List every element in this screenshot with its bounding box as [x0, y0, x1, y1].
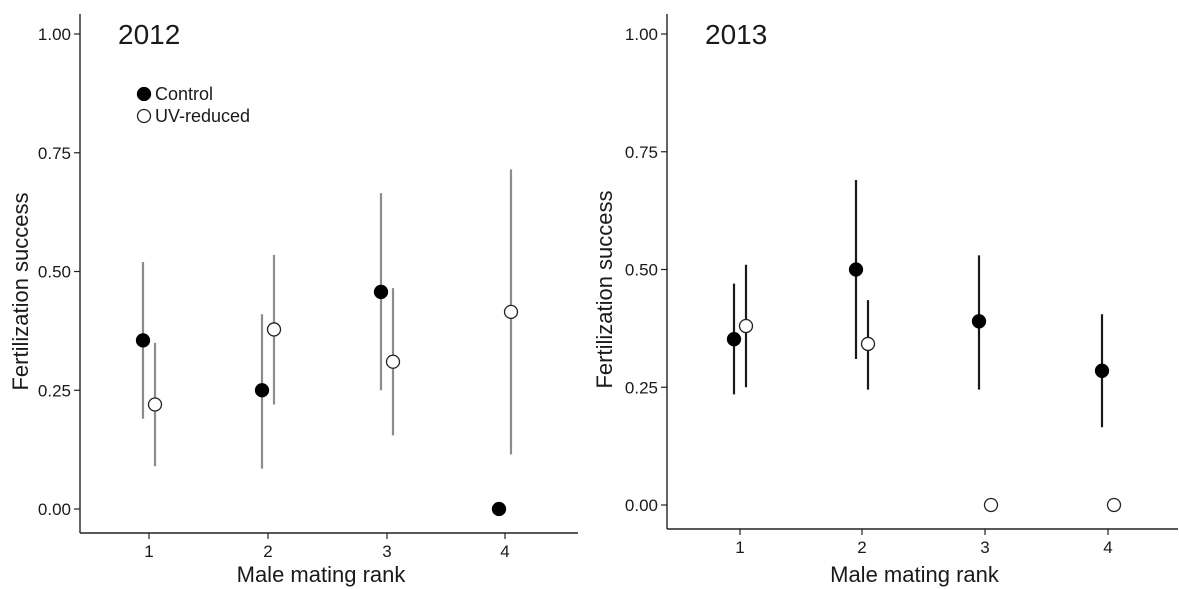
y-tick-label: 0.25 [625, 378, 658, 397]
y-tick-label: 0.50 [625, 261, 658, 280]
x-tick-label: 3 [382, 542, 391, 561]
control-point [254, 383, 270, 398]
legend-control-marker [136, 86, 152, 102]
legend-label: Control [155, 84, 213, 104]
control-point [848, 262, 864, 277]
panel-title: 2012 [118, 19, 180, 50]
panel-title: 2013 [705, 19, 767, 50]
x-tick-label: 2 [263, 542, 272, 561]
uv-reduced-point [983, 497, 999, 513]
control-point [726, 332, 742, 347]
x-tick-label: 1 [144, 542, 153, 561]
y-tick-label: 0.00 [38, 500, 71, 519]
legend-uv-reduced-marker [136, 108, 152, 124]
uv-reduced-point [1106, 497, 1122, 513]
chart-panel-2012: 0.00 0.25 0.50 0.75 1.00 1 2 3 4 Male mating rank… [8, 14, 578, 587]
legend-label: UV-reduced [155, 106, 250, 126]
y-tick-label: 0.50 [38, 263, 71, 282]
control-point [491, 501, 507, 517]
uv-reduced-point [385, 354, 401, 369]
uv-reduced-point [860, 336, 876, 352]
y-tick-label: 0.25 [38, 381, 71, 400]
y-tick-label: 0.75 [38, 144, 71, 163]
control-point [1094, 363, 1110, 378]
control-point [373, 284, 389, 300]
x-tick-label: 1 [735, 538, 744, 557]
y-tick-label: 1.00 [38, 25, 71, 44]
uv-reduced-point [266, 322, 282, 337]
x-axis-title: Male mating rank [237, 562, 407, 587]
chart-panel-2013: 0.00 0.25 0.50 0.75 1.00 1 2 3 4 Male mating rank… [592, 14, 1178, 587]
x-tick-label: 4 [500, 542, 509, 561]
uv-reduced-point [503, 304, 519, 320]
y-tick-label: 1.00 [625, 25, 658, 44]
x-tick-label: 4 [1103, 538, 1112, 557]
y-tick-label: 0.75 [625, 143, 658, 162]
control-point [971, 314, 987, 329]
x-tick-label: 2 [857, 538, 866, 557]
x-axis-title: Male mating rank [830, 562, 1000, 587]
y-axis-title: Fertilization success [8, 192, 33, 390]
uv-reduced-point [147, 397, 163, 412]
uv-reduced-point [738, 318, 754, 334]
control-point [135, 333, 151, 348]
y-tick-label: 0.00 [625, 496, 658, 515]
x-tick-label: 3 [980, 538, 989, 557]
y-axis-title: Fertilization success [592, 190, 617, 388]
